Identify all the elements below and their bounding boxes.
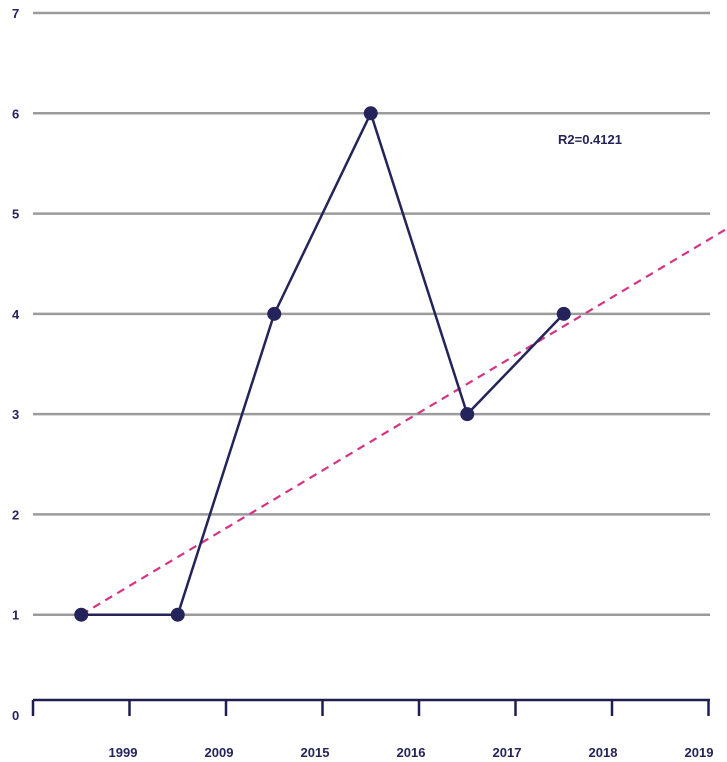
series-layer [74, 106, 571, 622]
x-tick-label-2018: 2018 [589, 745, 618, 760]
trendline-layer [80, 227, 727, 616]
data-point-1999 [74, 607, 89, 622]
trendline [80, 227, 727, 616]
x-axis: 1999 2009 2015 2016 2017 2018 2019 [31, 698, 714, 760]
data-point-2009 [170, 607, 185, 622]
y-tick-label-2: 2 [12, 507, 19, 522]
data-point-2016 [363, 106, 378, 121]
y-tick-label-0: 0 [12, 708, 19, 723]
y-tick-label-4: 4 [12, 307, 20, 322]
x-tick-label-2016: 2016 [397, 745, 426, 760]
x-tick-label-2019: 2019 [685, 745, 714, 760]
x-tick-label-2015: 2015 [301, 745, 330, 760]
data-point-2015 [267, 306, 282, 321]
x-tick-label-2017: 2017 [493, 745, 522, 760]
series-line-0 [81, 112, 565, 616]
grid-lines [33, 11, 710, 616]
r2-annotation: R2=0.4121 [558, 132, 622, 147]
y-tick-label-5: 5 [12, 207, 19, 222]
data-point-2018 [556, 306, 571, 321]
y-tick-label-7: 7 [12, 6, 19, 21]
y-tick-label-1: 1 [12, 608, 19, 623]
x-tick-label-1999: 1999 [109, 745, 138, 760]
data-point-2017 [460, 407, 475, 422]
x-tick-label-2009: 2009 [205, 745, 234, 760]
y-tick-label-3: 3 [12, 407, 19, 422]
y-tick-label-6: 6 [12, 106, 19, 121]
y-axis-labels: 0 1 2 3 4 5 6 7 [12, 6, 20, 723]
